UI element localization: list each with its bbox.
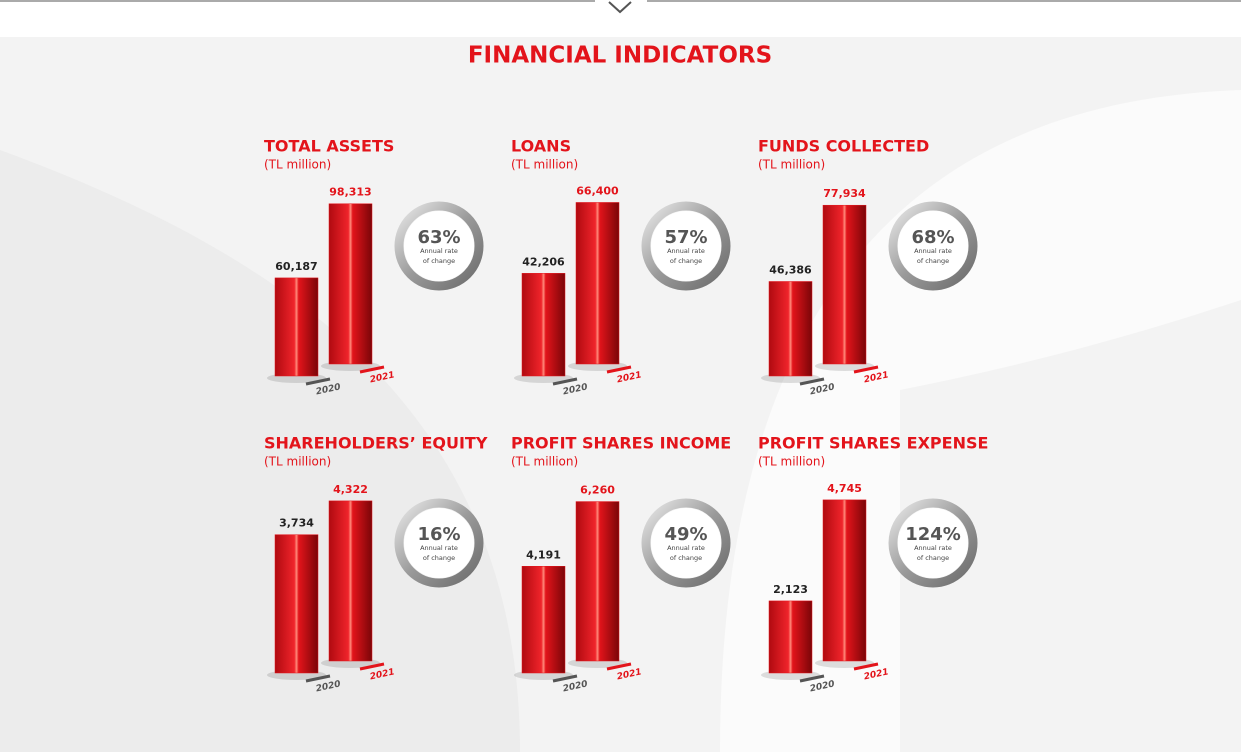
chart-subtitle: (TL million): [264, 455, 331, 469]
year-rule: [359, 662, 385, 671]
bar: [822, 499, 867, 662]
year-rule: [606, 662, 632, 671]
bar: [768, 281, 813, 377]
rate-label: 49%: [664, 524, 707, 545]
rate-caption: of change: [917, 554, 949, 562]
rate-label: 57%: [664, 227, 707, 248]
value-label: 3,734: [279, 517, 314, 530]
rate-label: 124%: [905, 524, 961, 545]
chart-title: PROFIT SHARES INCOME: [511, 434, 731, 453]
year-rule: [305, 377, 331, 386]
rate-caption: of change: [423, 554, 455, 562]
rate-caption: Annual rate: [667, 544, 705, 552]
bar: [822, 204, 867, 365]
rate-inner: [651, 508, 721, 578]
rate-ring: [888, 201, 978, 291]
value-label: 2,123: [773, 583, 808, 596]
chart-title: LOANS: [511, 137, 571, 156]
rate-caption: Annual rate: [420, 247, 458, 255]
page-title: FINANCIAL INDICATORS: [468, 43, 772, 69]
rate-label: 63%: [417, 227, 460, 248]
chart-title: SHAREHOLDERS’ EQUITY: [264, 434, 488, 453]
rate-caption: of change: [670, 257, 702, 265]
rate-ring: [888, 498, 978, 588]
rate-inner: [898, 211, 968, 281]
rate-inner: [404, 508, 474, 578]
rate-caption: Annual rate: [420, 544, 458, 552]
value-label: 46,386: [769, 263, 812, 276]
bar: [575, 202, 620, 365]
value-label: 66,400: [576, 184, 619, 197]
year-rule: [853, 365, 879, 374]
bar: [328, 500, 373, 662]
value-label: 4,745: [827, 482, 862, 495]
chart-subtitle: (TL million): [264, 158, 331, 172]
rate-caption: Annual rate: [914, 544, 952, 552]
year-rule: [606, 365, 632, 374]
bar: [328, 203, 373, 365]
bg-shape: [900, 300, 1241, 752]
chart-title: PROFIT SHARES EXPENSE: [758, 434, 988, 453]
rate-ring: [394, 498, 484, 588]
rate-label: 68%: [911, 227, 954, 248]
bar: [521, 566, 566, 674]
year-rule: [853, 662, 879, 671]
rate-caption: of change: [670, 554, 702, 562]
rate-ring: [394, 201, 484, 291]
value-label: 4,322: [333, 483, 368, 496]
year-rule: [552, 674, 578, 683]
rate-label: 16%: [417, 524, 460, 545]
chart-subtitle: (TL million): [511, 158, 578, 172]
year-rule: [305, 674, 331, 683]
value-label: 77,934: [823, 187, 866, 200]
value-label: 42,206: [522, 255, 565, 268]
rate-caption: Annual rate: [667, 247, 705, 255]
year-rule: [359, 365, 385, 374]
chart-title: TOTAL ASSETS: [264, 137, 394, 156]
rate-inner: [404, 211, 474, 281]
bg-shape: [0, 150, 520, 752]
year-rule: [799, 377, 825, 386]
rate-ring: [641, 201, 731, 291]
chevron[interactable]: [608, 1, 632, 14]
rate-caption: Annual rate: [914, 247, 952, 255]
chart-subtitle: (TL million): [758, 158, 825, 172]
bar: [274, 534, 319, 674]
bar: [521, 273, 566, 377]
rate-inner: [898, 508, 968, 578]
bar: [274, 277, 319, 377]
value-label: 98,313: [329, 186, 371, 199]
value-label: 6,260: [580, 484, 615, 497]
chart-subtitle: (TL million): [511, 455, 578, 469]
value-label: 60,187: [275, 260, 317, 273]
bar: [575, 501, 620, 662]
rate-caption: of change: [423, 257, 455, 265]
chart-subtitle: (TL million): [758, 455, 825, 469]
chart-title: FUNDS COLLECTED: [758, 137, 929, 156]
year-rule: [799, 674, 825, 683]
value-label: 4,191: [526, 548, 561, 561]
rate-inner: [651, 211, 721, 281]
bar: [768, 600, 813, 674]
rate-ring: [641, 498, 731, 588]
rate-caption: of change: [917, 257, 949, 265]
year-rule: [552, 377, 578, 386]
